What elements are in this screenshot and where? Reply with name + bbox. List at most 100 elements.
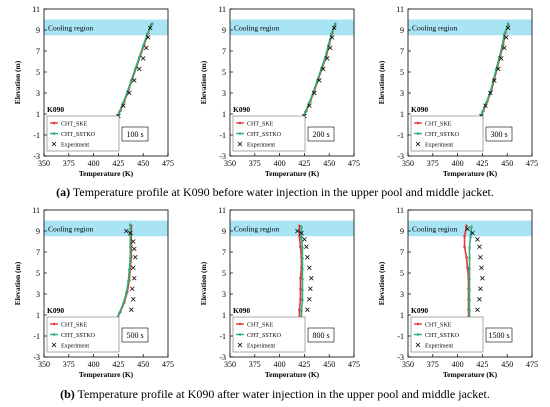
experiment-point bbox=[483, 103, 488, 108]
x-tick-label: 450 bbox=[323, 159, 335, 168]
cooling-region-label: Cooling region bbox=[48, 23, 93, 32]
x-axis-label: Temperature (K) bbox=[443, 169, 498, 178]
legend-label: Experiment bbox=[247, 344, 275, 350]
y-tick-label: 3 bbox=[400, 89, 404, 98]
y-axis-label: Elevation (m) bbox=[377, 261, 386, 305]
y-tick-label: 5 bbox=[400, 68, 404, 77]
y-tick-label: -3 bbox=[397, 152, 404, 161]
legend-marker bbox=[238, 333, 242, 336]
x-tick-label: 475 bbox=[526, 360, 538, 369]
experiment-point bbox=[128, 230, 133, 236]
y-tick-label: 1 bbox=[222, 110, 226, 119]
legend-marker bbox=[416, 322, 420, 326]
data-point bbox=[304, 110, 307, 114]
experiment-point bbox=[145, 35, 151, 40]
chart-panel-a-3: Cooling region 350 375 400 425 450 475 -3 -1 1 3 5 7… bbox=[377, 5, 538, 178]
x-tick-label: 375 bbox=[249, 360, 261, 369]
data-point bbox=[470, 225, 473, 229]
data-point bbox=[298, 224, 301, 228]
series-line-cht_ske bbox=[298, 225, 303, 321]
y-tick-label: -1 bbox=[397, 332, 404, 341]
x-tick-label: 350 bbox=[224, 159, 236, 168]
legend-marker bbox=[52, 121, 56, 125]
legend-box bbox=[46, 115, 120, 152]
data-point bbox=[494, 67, 498, 71]
legend-box bbox=[46, 316, 120, 353]
cooling-region-band bbox=[408, 220, 532, 237]
experiment-point bbox=[331, 25, 337, 31]
y-tick-label: -3 bbox=[219, 353, 226, 362]
x-tick-label: 475 bbox=[348, 159, 360, 168]
plot-frame bbox=[229, 209, 355, 358]
legend-label: CHT_SSTKO bbox=[247, 132, 282, 138]
chart-panel-b-1: Cooling region 350 375 400 425 450 475 -3 -1 1 3 5 7… bbox=[13, 206, 174, 379]
y-tick-label: 7 bbox=[222, 248, 226, 257]
data-point bbox=[127, 280, 130, 283]
x-tick-label: 425 bbox=[112, 360, 124, 369]
experiment-point bbox=[136, 66, 142, 72]
experiment-point bbox=[304, 244, 309, 250]
y-tick-label: 3 bbox=[222, 290, 226, 299]
time-label: 500 s bbox=[126, 331, 143, 340]
time-box bbox=[485, 327, 513, 343]
experiment-point bbox=[505, 25, 511, 31]
location-label: K090 bbox=[233, 105, 250, 114]
legend-label: CHT_SSTKO bbox=[61, 132, 96, 138]
experiment-point bbox=[127, 90, 132, 96]
cooling-region-label: Cooling region bbox=[412, 224, 457, 233]
x-axis-label: Temperature (K) bbox=[265, 370, 320, 379]
data-point bbox=[300, 309, 303, 313]
time-box bbox=[121, 126, 149, 142]
data-point bbox=[129, 257, 132, 260]
legend-marker bbox=[51, 141, 57, 147]
legend-marker bbox=[416, 121, 420, 125]
time-box bbox=[121, 327, 149, 343]
data-point bbox=[300, 236, 303, 239]
x-tick-label: 425 bbox=[476, 159, 488, 168]
legend-marker bbox=[238, 132, 242, 135]
cooling-region-band bbox=[408, 19, 532, 36]
x-tick-label: 450 bbox=[323, 360, 335, 369]
experiment-point bbox=[316, 78, 322, 83]
x-tick-label: 425 bbox=[112, 159, 124, 168]
experiment-point bbox=[305, 254, 310, 260]
data-point bbox=[298, 234, 301, 238]
time-label: 1500 s bbox=[488, 331, 509, 340]
series-line-cht_ske bbox=[463, 225, 470, 321]
location-label: K090 bbox=[47, 306, 64, 315]
experiment-point bbox=[307, 103, 312, 108]
plot-frame bbox=[407, 209, 533, 358]
legend-label: Experiment bbox=[425, 143, 453, 149]
experiment-point bbox=[327, 45, 333, 51]
y-tick-label: 11 bbox=[32, 206, 40, 215]
x-tick-label: 425 bbox=[476, 360, 488, 369]
cooling-region-band bbox=[44, 19, 168, 36]
x-tick-label: 400 bbox=[88, 159, 100, 168]
y-tick-label: 11 bbox=[218, 5, 226, 14]
experiment-point bbox=[465, 226, 470, 232]
y-axis-label: Elevation (m) bbox=[199, 261, 208, 305]
series-line-cht_sstko bbox=[300, 226, 304, 322]
legend-box bbox=[410, 115, 484, 152]
y-tick-label: 3 bbox=[36, 89, 40, 98]
y-tick-label: 1 bbox=[400, 311, 404, 320]
x-tick-label: 350 bbox=[38, 360, 50, 369]
x-tick-label: 475 bbox=[348, 360, 360, 369]
y-tick-label: -1 bbox=[397, 131, 404, 140]
experiment-point bbox=[478, 254, 483, 260]
y-tick-label: 11 bbox=[218, 206, 226, 215]
data-point bbox=[301, 267, 304, 271]
chart-panel-a-2: Cooling region 350 375 400 425 450 475 -3 -1 1 3 5 7… bbox=[199, 5, 360, 178]
y-tick-label: 9 bbox=[400, 26, 404, 35]
data-point bbox=[301, 246, 304, 250]
experiment-point bbox=[312, 90, 317, 96]
experiment-point bbox=[480, 275, 485, 281]
experiment-point bbox=[302, 237, 307, 242]
chart-panel-b-3: Cooling region 350 375 400 425 450 475 -3 -1 1 3 5 7… bbox=[377, 206, 538, 379]
data-point bbox=[468, 267, 471, 271]
x-tick-label: 450 bbox=[137, 159, 149, 168]
cooling-region-label: Cooling region bbox=[412, 23, 457, 32]
legend-box bbox=[232, 115, 306, 152]
legend-label: CHT_SKE bbox=[247, 323, 274, 329]
x-tick-label: 350 bbox=[402, 159, 414, 168]
